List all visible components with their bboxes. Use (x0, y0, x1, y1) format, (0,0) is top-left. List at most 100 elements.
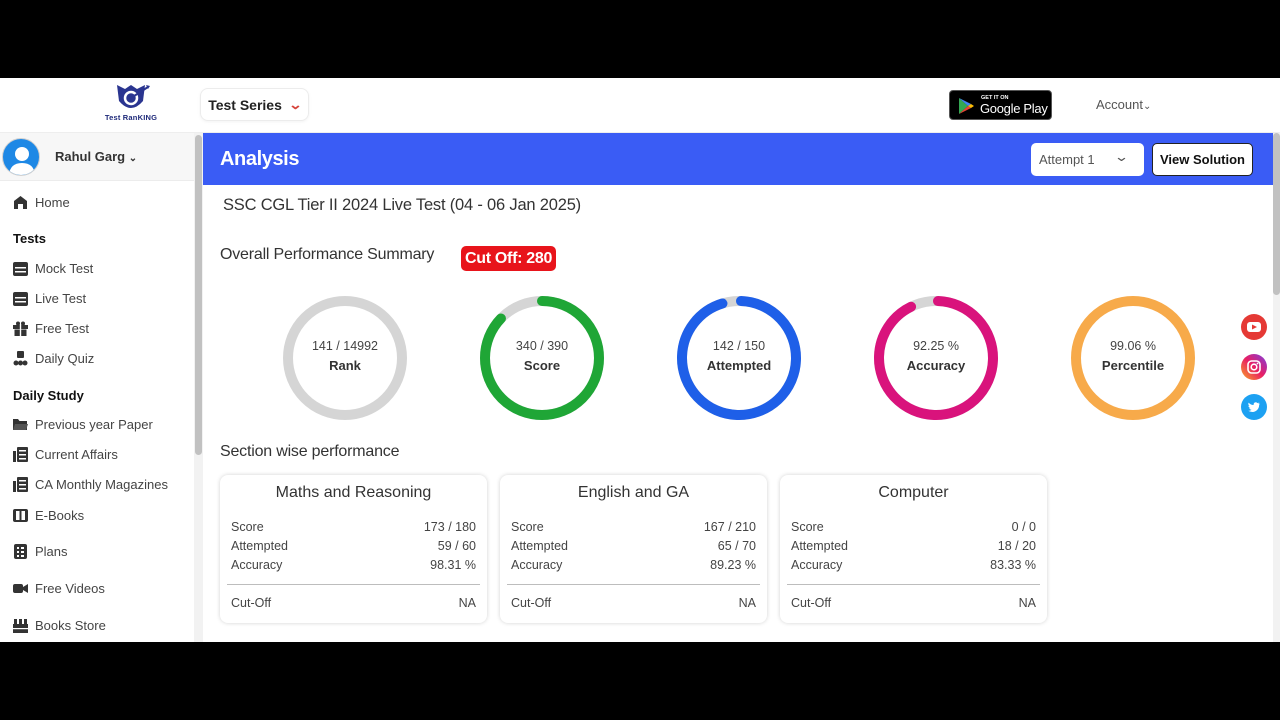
score-ring: 340 / 390 Score (479, 295, 605, 421)
rank-value: 141 / 14992 (311, 339, 379, 353)
accuracy-row: Accuracy 83.33 % (791, 558, 1036, 572)
attempted-row: Attempted 18 / 20 (791, 539, 1036, 553)
google-play-badge[interactable]: GET IT ON Google Play (949, 90, 1052, 120)
attempted-row: Attempted 59 / 60 (231, 539, 476, 553)
newspaper-icon (13, 477, 28, 492)
quiz-icon (13, 351, 28, 366)
test-ranking-logo[interactable]: Test RanKING (100, 83, 162, 129)
sidebar: Rahul Garg ⌄ Home Tests Mock Test Live T… (0, 133, 203, 642)
instagram-icon[interactable] (1241, 354, 1267, 380)
app-frame: Test RanKING Test Series ⌄ GET IT ON Goo… (0, 78, 1280, 642)
sidebar-scrollbar[interactable] (194, 133, 203, 642)
account-label: Account (1096, 97, 1143, 112)
list-icon (13, 544, 28, 559)
main-scrollbar-thumb[interactable] (1273, 133, 1280, 295)
section-card-maths-reasoning: Maths and Reasoning Score 173 / 180 Attem… (220, 475, 487, 623)
test-series-dropdown[interactable]: Test Series ⌄ (200, 88, 309, 121)
google-play-small-text: GET IT ON (981, 95, 1009, 101)
sidebar-item-live-test[interactable]: Live Test (13, 291, 86, 306)
section-name: English and GA (577, 484, 690, 501)
section-name: Maths and Reasoning (275, 484, 432, 501)
percentile-value: 99.06 % (1110, 339, 1156, 353)
chevron-down-icon: ⌄ (1142, 101, 1152, 112)
logo-icon (117, 85, 150, 108)
calendar-list-icon (13, 291, 28, 306)
cutoff-row: Cut-Off NA (511, 596, 756, 610)
user-silhouette-icon (9, 147, 35, 175)
sidebar-item-previous-year-paper[interactable]: Previous year Paper (13, 417, 153, 432)
newspaper-icon (13, 447, 28, 462)
page-title: Analysis (220, 148, 300, 170)
section-card-computer: Computer Score 0 / 0 Attempted 18 / 20 Acc… (780, 475, 1047, 623)
avatar (2, 138, 40, 176)
main-scrollbar[interactable] (1273, 133, 1280, 642)
divider (227, 584, 480, 585)
sidebar-heading-daily-study: Daily Study (13, 388, 84, 403)
score-value: 340 / 390 (515, 339, 569, 353)
attempted-row: Attempted 65 / 70 (511, 539, 756, 553)
percentile-ring: 99.06 % Percentile (1070, 295, 1196, 421)
sidebar-item-daily-quiz[interactable]: Daily Quiz (13, 351, 94, 366)
analysis-banner: Analysis Attempt 1 ⌄ View Solution (203, 133, 1273, 185)
attempted-label: Attempted (706, 358, 772, 373)
sidebar-item-ca-monthly-magazines[interactable]: CA Monthly Magazines (13, 477, 168, 492)
cutoff-badge: Cut Off: 280 (461, 246, 557, 271)
account-menu[interactable]: Account⌄ (1096, 97, 1151, 112)
twitter-icon[interactable] (1241, 394, 1267, 420)
gift-icon (13, 321, 28, 336)
score-row: Score 0 / 0 (791, 520, 1036, 534)
test-series-label: Test Series (208, 96, 282, 113)
attempted-ring: 142 / 150 Attempted (676, 295, 802, 421)
user-name: Rahul Garg ⌄ (55, 149, 138, 164)
main-content: Analysis Attempt 1 ⌄ View Solution SSC C… (203, 133, 1273, 642)
sidebar-item-current-affairs[interactable]: Current Affairs (13, 447, 118, 462)
percentile-label: Percentile (1101, 358, 1165, 373)
accuracy-ring: 92.25 % Accuracy (873, 295, 999, 421)
logo-text: Test RanKING (104, 113, 158, 122)
google-play-icon (959, 98, 974, 114)
accuracy-row: Accuracy 89.23 % (511, 558, 756, 572)
attempt-select-value: Attempt 1 (1039, 152, 1095, 167)
view-solution-button[interactable]: View Solution (1152, 143, 1253, 176)
youtube-icon[interactable] (1241, 314, 1267, 340)
sidebar-item-plans[interactable]: Plans (13, 544, 68, 559)
user-profile[interactable]: Rahul Garg ⌄ (0, 133, 194, 181)
cutoff-row: Cut-Off NA (231, 596, 476, 610)
score-row: Score 167 / 210 (511, 520, 756, 534)
accuracy-value: 92.25 % (913, 339, 959, 353)
cutoff-row: Cut-Off NA (791, 596, 1036, 610)
google-play-big-text: Google Play (980, 101, 1048, 116)
top-header: Test RanKING Test Series ⌄ GET IT ON Goo… (0, 78, 1280, 133)
video-icon (13, 581, 28, 596)
sidebar-item-e-books[interactable]: E-Books (13, 508, 84, 523)
rank-label: Rank (329, 358, 361, 373)
section-card-english-ga: English and GA Score 167 / 210 Attempted 6… (500, 475, 767, 623)
attempt-select[interactable]: Attempt 1 ⌄ (1031, 143, 1144, 176)
accuracy-row: Accuracy 98.31 % (231, 558, 476, 572)
sidebar-item-free-test[interactable]: Free Test (13, 321, 89, 336)
book-icon (13, 508, 28, 523)
test-title: SSC CGL Tier II 2024 Live Test (04 - 06 … (223, 196, 581, 214)
home-icon (13, 195, 28, 210)
section-wise-heading: Section wise performance (220, 443, 400, 460)
chevron-down-icon: ⌄ (288, 96, 303, 112)
overall-summary-heading: Overall Performance Summary (220, 246, 435, 263)
section-name: Computer (878, 484, 949, 501)
divider (507, 584, 760, 585)
score-label: Score (523, 358, 561, 373)
attempted-value: 142 / 150 (712, 339, 766, 353)
folder-icon (13, 417, 28, 432)
sidebar-heading-tests: Tests (13, 231, 46, 246)
score-row: Score 173 / 180 (231, 520, 476, 534)
chevron-down-icon: ⌄ (1113, 149, 1130, 164)
divider (787, 584, 1040, 585)
sidebar-item-free-videos[interactable]: Free Videos (13, 581, 105, 596)
chevron-down-icon: ⌄ (128, 153, 138, 164)
store-icon (13, 618, 28, 633)
sidebar-item-mock-test[interactable]: Mock Test (13, 261, 93, 276)
sidebar-item-home[interactable]: Home (13, 195, 70, 210)
sidebar-item-books-store[interactable]: Books Store (13, 618, 106, 633)
accuracy-label: Accuracy (906, 358, 966, 373)
calendar-list-icon (13, 261, 28, 276)
sidebar-scrollbar-thumb[interactable] (195, 135, 202, 455)
